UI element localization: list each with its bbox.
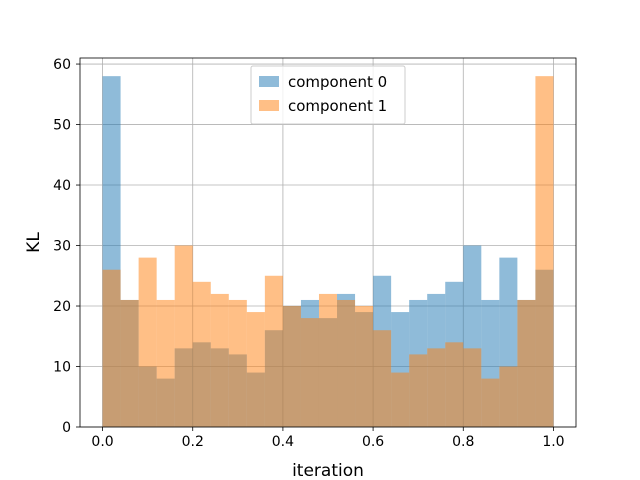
bar-component-1-bin-14 [355,306,374,427]
bar-component-1-bin-13 [337,299,356,427]
y-tick-label: 10 [53,360,71,376]
histogram-bars [102,76,554,428]
bar-component-1-bin-17 [409,354,428,427]
x-tick-label: 0.0 [91,434,113,450]
legend-swatch-component-0 [259,76,279,87]
bar-component-1-bin-23 [517,299,536,427]
bar-component-1-bin-16 [391,372,410,427]
bar-component-1-bin-2 [138,257,157,427]
bar-component-1-bin-15 [373,330,392,427]
y-tick-label: 20 [53,299,71,315]
bar-component-1-bin-8 [246,312,265,427]
legend: component 0 component 1 [250,65,406,125]
bar-component-1-bin-4 [174,245,193,427]
bar-component-1-bin-7 [228,299,247,427]
y-axis-label: KL [24,232,44,253]
bar-component-1-bin-5 [192,281,211,427]
bar-component-1-bin-21 [481,378,500,427]
x-tick-label: 0.8 [452,434,474,450]
bar-component-1-bin-6 [210,293,229,427]
bar-component-1-bin-19 [445,342,464,427]
bar-component-1-bin-1 [120,299,139,427]
bar-component-1-bin-20 [463,348,482,427]
legend-box [250,65,406,125]
bar-component-1-bin-0 [102,269,121,427]
y-tick-label: 50 [53,118,71,134]
bar-component-1-bin-9 [264,275,283,427]
bar-component-1-bin-11 [300,318,319,427]
x-tick-label: 0.6 [362,434,384,450]
y-tick-label: 60 [53,57,71,73]
legend-swatch-component-1 [259,100,279,111]
y-tick-label: 0 [62,420,71,436]
bar-component-1-bin-12 [318,293,338,427]
legend-label-component-1: component 1 [288,97,387,115]
bar-component-1-bin-22 [499,366,518,427]
x-tick-label: 1.0 [542,434,564,450]
y-tick-label: 40 [53,178,71,194]
plot-frame [79,57,577,428]
bar-component-1-bin-18 [427,348,446,427]
bar-component-1-bin-3 [156,299,175,427]
x-tick-label: 0.4 [272,434,294,450]
legend-label-component-0: component 0 [288,73,387,91]
axis-ticks: 0.0 0.2 0.4 0.6 0.8 1.0 0 10 20 30 40 50 60 [53,57,564,450]
x-tick-label: 0.2 [182,434,204,450]
x-axis-label: iteration [292,461,364,480]
y-tick-label: 30 [53,239,71,255]
bar-component-1-bin-10 [282,306,301,427]
bar-component-1-bin-24 [535,76,554,428]
